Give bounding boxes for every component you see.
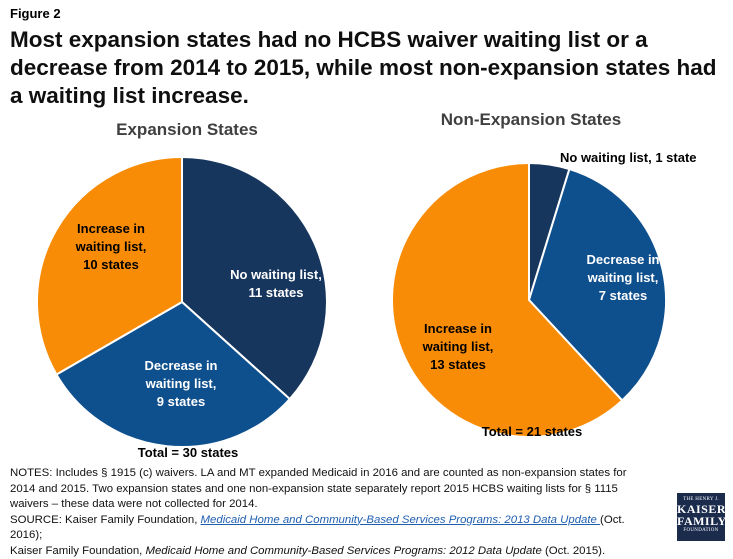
source-prefix: SOURCE: Kaiser Family Foundation,: [10, 514, 201, 526]
kff-logo: THE HENRY J. KAISER FAMILY FOUNDATION: [677, 493, 725, 541]
total-label: Total = 30 states: [138, 445, 239, 460]
slice-label-line: waiting list,: [75, 239, 147, 254]
source-line-1: SOURCE: Kaiser Family Foundation, Medica…: [10, 513, 650, 544]
slice-label-line: 9 states: [157, 394, 205, 409]
slice-label: No waiting list, 1 state: [560, 150, 697, 165]
pie-chart-non-expansion: No waiting list, 1 state Decrease in waiti…: [392, 110, 697, 439]
slice-label-line: waiting list,: [587, 270, 659, 285]
slice-label-line: 13 states: [430, 357, 486, 372]
slice-label: Increase in waiting list, 10 states: [75, 221, 147, 272]
slice-label-line: waiting list,: [422, 339, 494, 354]
slice-label-line: Increase in: [424, 321, 492, 336]
slice-label-line: Decrease in: [587, 252, 660, 267]
source-line-2: Kaiser Family Foundation, Medicaid Home …: [10, 544, 650, 559]
charts-canvas: No waiting list, 11 states Decrease in wait…: [0, 0, 733, 470]
source2-prefix: Kaiser Family Foundation,: [10, 545, 145, 557]
slice-label-line: Decrease in: [145, 358, 218, 373]
chart-title: Expansion States: [116, 120, 258, 139]
pie-chart-expansion: No waiting list, 11 states Decrease in wait…: [37, 120, 327, 460]
slice-label-line: waiting list,: [145, 376, 217, 391]
logo-line-4: FOUNDATION: [677, 527, 725, 534]
notes-text: NOTES: Includes § 1915 (c) waivers. LA a…: [10, 466, 650, 513]
slice-label-line: 7 states: [599, 288, 647, 303]
slice-label-line: Increase in: [77, 221, 145, 236]
chart-title: Non-Expansion States: [441, 110, 621, 129]
slice-label: Increase in waiting list, 13 states: [422, 321, 494, 372]
source-link[interactable]: Medicaid Home and Community-Based Servic…: [201, 514, 601, 526]
slice-label-line: 10 states: [83, 257, 139, 272]
source-date-2: (Oct. 2015).: [542, 545, 605, 557]
slice-label-line: 11 states: [249, 285, 304, 300]
slice-label-line: No waiting list,: [230, 267, 322, 282]
slice-label-line: No waiting list, 1 state: [560, 150, 697, 165]
source2-title: Medicaid Home and Community-Based Servic…: [145, 545, 541, 557]
total-label: Total = 21 states: [482, 424, 583, 439]
notes-section: NOTES: Includes § 1915 (c) waivers. LA a…: [10, 466, 650, 559]
logo-line-3: FAMILY: [677, 515, 725, 527]
